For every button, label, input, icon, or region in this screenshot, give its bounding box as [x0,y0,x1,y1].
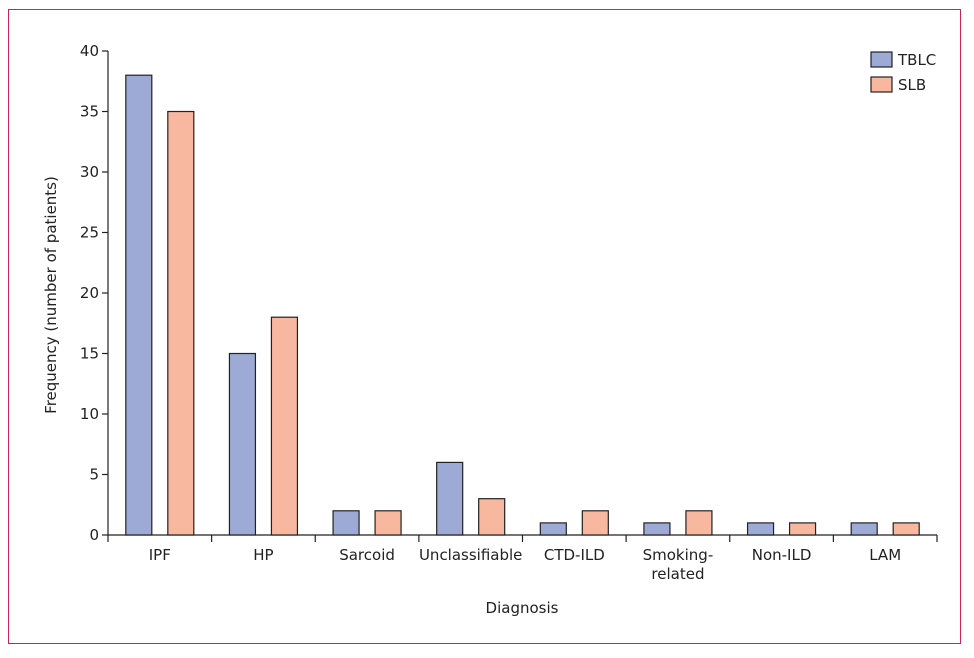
bar-tblc [850,522,878,536]
legend: TBLC SLB [870,51,936,94]
bar-tblc [436,461,464,536]
x-tick-label: Unclassifiable [419,546,522,564]
x-tick-label: HP [253,546,273,564]
y-tick-label: 0 [89,526,99,544]
x-tick-label: Smoking- [643,546,714,564]
y-axis: 0 5 10 15 20 25 30 35 40 [80,42,109,544]
x-tick-label: IPF [149,546,171,564]
bar-slb [892,522,920,536]
bar-slb [788,522,817,536]
bar-tblc [746,522,775,536]
legend-swatch-slb [870,76,893,93]
y-tick-label: 30 [80,163,99,181]
bar-slb [581,510,609,536]
y-axis-title: Frequency (number of patients) [42,176,60,414]
bar-slb [374,510,402,536]
x-tick-label: Sarcoid [339,546,395,564]
legend-label-tblc: TBLC [897,51,936,69]
y-tick-label: 10 [80,405,99,423]
bar-tblc [332,510,360,536]
x-axis: IPF HP Sarcoid Unclassifiable CTD-ILD Smoking… [107,534,938,583]
legend-label-slb: SLB [898,76,926,94]
bar-slb [685,510,713,536]
x-tick-label: LAM [869,546,901,564]
chart-frame [8,9,961,644]
legend-swatch-tblc [870,51,893,68]
bars [125,74,920,536]
x-tick-label: CTD-ILD [544,546,605,564]
bar-tblc [228,352,257,536]
bar-slb [478,498,506,536]
bar-slb [167,110,195,536]
y-tick-label: 40 [80,42,99,60]
x-axis-title: Diagnosis [486,599,559,617]
x-tick-label: Non-ILD [752,546,812,564]
x-tick-label: related [651,565,704,583]
bar-slb [270,316,299,536]
y-tick-label: 15 [80,345,99,363]
y-tick-label: 5 [89,466,99,484]
bar-tblc [643,522,671,536]
y-tick-label: 25 [80,224,99,242]
y-tick-label: 20 [80,284,99,302]
bar-tblc [539,522,567,536]
bar-tblc [125,74,153,536]
y-tick-label: 35 [80,103,99,121]
